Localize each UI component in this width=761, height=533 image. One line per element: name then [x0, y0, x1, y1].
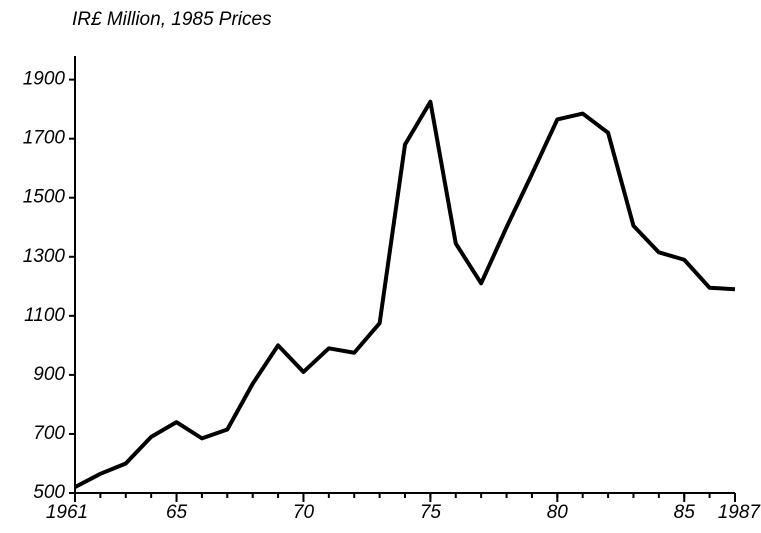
x-tick-label: 75	[420, 502, 442, 523]
x-tick-label: 1961	[46, 502, 88, 523]
x-tick-label: 85	[674, 502, 696, 523]
x-tick-label: 80	[547, 502, 569, 523]
x-tick-label: 70	[293, 502, 315, 523]
y-tick-label: 700	[33, 423, 65, 444]
y-tick-label: 1100	[24, 305, 65, 326]
y-tick-label: 1300	[23, 246, 66, 267]
data-line	[74, 99, 736, 489]
y-tick-label: 900	[33, 364, 65, 385]
y-tick-label: 1700	[23, 128, 66, 149]
y-tick-label: 1500	[23, 187, 66, 208]
x-tick-label: 1987	[718, 502, 761, 523]
x-tick-label: 65	[166, 502, 188, 523]
y-tick-label: 1900	[23, 69, 66, 90]
chart-title: IR£ Million, 1985 Prices	[72, 9, 272, 30]
y-tick-label: 500	[33, 482, 65, 503]
